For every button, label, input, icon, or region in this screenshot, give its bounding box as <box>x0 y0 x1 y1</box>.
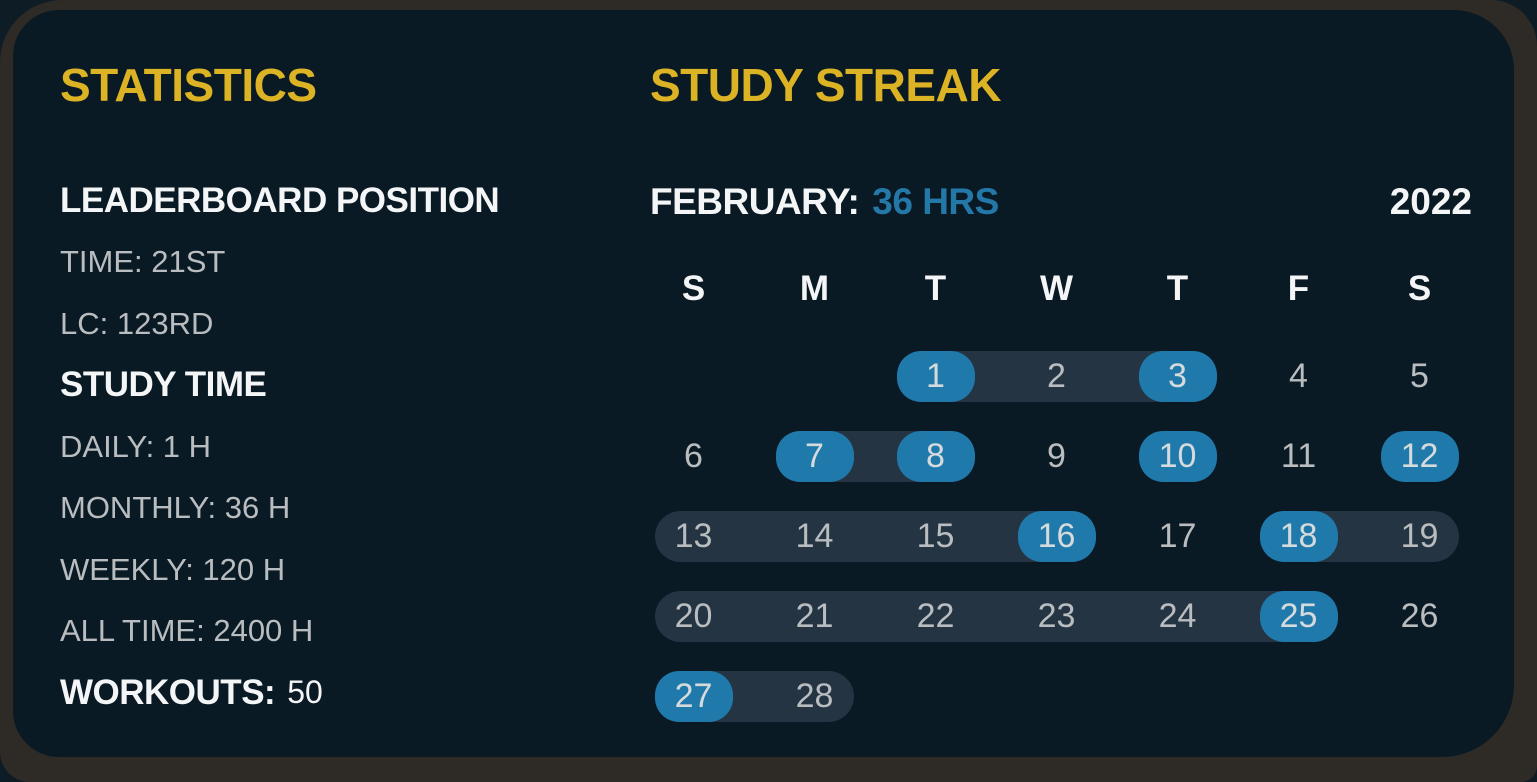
weekday-header: M <box>799 269 830 308</box>
calendar-day: 28 <box>754 656 875 736</box>
study-time-all-time: ALL TIME: 2400 H <box>60 613 314 649</box>
calendar-day-highlighted: 1 <box>896 350 975 402</box>
study-time-weekly: WEEKLY: 120 H <box>60 551 286 587</box>
calendar-day: 20 <box>633 576 754 656</box>
weekday-header: T <box>1166 269 1189 308</box>
calendar-day-highlighted: 25 <box>1259 590 1338 642</box>
calendar-day: 19 <box>1359 496 1480 576</box>
calendar-week-row: 1 2 3 4 5 <box>633 336 1480 416</box>
calendar-day: 27 <box>633 656 754 736</box>
calendar-week-row: 6 7 8 9 10 11 12 <box>633 416 1480 496</box>
month-label: FEBRUARY: <box>650 181 860 222</box>
calendar-day-number: 21 <box>795 596 834 635</box>
calendar-week-row: 20 21 22 23 24 25 26 <box>633 576 1480 656</box>
calendar-day-number: 19 <box>1400 516 1439 555</box>
calendar-day-highlighted: 3 <box>1138 350 1217 402</box>
month-hours-value: 36 HRS <box>872 181 999 222</box>
calendar-weeks: 1 2 3 4 5 6 7 8 9 10 11 12 13 14 15 16 17 18 19 20 21 22 23 24 2… <box>633 336 1480 736</box>
calendar-day-highlighted: 8 <box>896 430 975 482</box>
calendar-day: 13 <box>633 496 754 576</box>
calendar-day-number: 11 <box>1280 436 1317 475</box>
workouts-count: WORKOUTS: 50 <box>60 662 620 724</box>
study-streak-title: STUDY STREAK <box>650 59 1001 111</box>
calendar-day-number: 5 <box>1410 356 1429 395</box>
calendar-day-number: 17 <box>1158 516 1197 555</box>
weekday-header: S <box>1407 269 1432 308</box>
calendar-day-number: 22 <box>916 596 955 635</box>
calendar-week-row: 13 14 15 16 17 18 19 <box>633 496 1480 576</box>
calendar-day: 22 <box>875 576 996 656</box>
calendar-day-number: 13 <box>674 516 713 555</box>
calendar-day: 18 <box>1238 496 1359 576</box>
calendar-day: 21 <box>754 576 875 656</box>
calendar-day-number: 28 <box>795 676 834 715</box>
calendar-day: 10 <box>1117 416 1238 496</box>
calendar-day-number: 23 <box>1037 596 1076 635</box>
calendar-day-number: 6 <box>684 436 703 475</box>
calendar-day: 11 <box>1238 416 1359 496</box>
calendar-day: 9 <box>996 416 1117 496</box>
calendar-day-number: 14 <box>795 516 834 555</box>
year-label: 2022 <box>1389 181 1472 222</box>
calendar-day: 5 <box>1359 336 1480 416</box>
calendar-day: 15 <box>875 496 996 576</box>
calendar-day-highlighted: 18 <box>1259 510 1338 562</box>
calendar-day-highlighted: 12 <box>1380 430 1459 482</box>
calendar-day: 17 <box>1117 496 1238 576</box>
calendar-day: 14 <box>754 496 875 576</box>
calendar-day-number: 15 <box>916 516 955 555</box>
calendar-day-number: 4 <box>1289 356 1308 395</box>
calendar-day: 8 <box>875 416 996 496</box>
study-time-heading: STUDY TIME <box>60 365 267 405</box>
calendar-day: 3 <box>1117 336 1238 416</box>
calendar-day-highlighted: 7 <box>775 430 854 482</box>
calendar-day: 25 <box>1238 576 1359 656</box>
calendar-day: 23 <box>996 576 1117 656</box>
weekday-header: S <box>681 269 706 308</box>
calendar-day-number: 24 <box>1158 596 1197 635</box>
calendar-day-number: 2 <box>1047 356 1066 395</box>
calendar-day: 7 <box>754 416 875 496</box>
calendar-day: 12 <box>1359 416 1480 496</box>
statistics-title: STATISTICS <box>60 59 317 111</box>
study-time-daily: DAILY: 1 H <box>60 428 212 464</box>
weekday-header: T <box>924 269 947 308</box>
workouts-count-label: WORKOUTS: <box>60 672 276 712</box>
calendar-day: 16 <box>996 496 1117 576</box>
calendar-day: 4 <box>1238 336 1359 416</box>
calendar-day: 26 <box>1359 576 1480 656</box>
weekday-header: W <box>1039 269 1074 308</box>
study-time-monthly: MONTHLY: 36 H <box>60 490 291 526</box>
leaderboard-time-rank: TIME: 21ST <box>60 244 226 280</box>
calendar-day: 1 <box>875 336 996 416</box>
workouts-count-value: 50 <box>287 674 323 711</box>
calendar-day: 24 <box>1117 576 1238 656</box>
calendar-week-row: 27 28 <box>633 656 1480 736</box>
calendar-day-highlighted: 16 <box>1017 510 1096 562</box>
leaderboard-position-heading: LEADERBOARD POSITION <box>60 180 500 220</box>
streak-band <box>654 590 1338 642</box>
calendar-day-number: 9 <box>1047 436 1066 475</box>
calendar-day-number: 26 <box>1400 596 1439 635</box>
calendar-day: 6 <box>633 416 754 496</box>
calendar-day-highlighted: 27 <box>654 670 733 722</box>
leaderboard-lc-rank: LC: 123RD <box>60 305 214 341</box>
weekday-header: F <box>1287 269 1310 308</box>
calendar-day-number: 20 <box>674 596 713 635</box>
month-summary-row: FEBRUARY: 36 HRS 2022 <box>650 180 1472 224</box>
statistics-list: LEADERBOARD POSITION TIME: 21ST LC: 123RD S… <box>60 170 620 724</box>
calendar-day: 2 <box>996 336 1117 416</box>
stats-card: STATISTICS STUDY STREAK LEADERBOARD POSI… <box>13 10 1514 757</box>
calendar-day-highlighted: 10 <box>1138 430 1217 482</box>
